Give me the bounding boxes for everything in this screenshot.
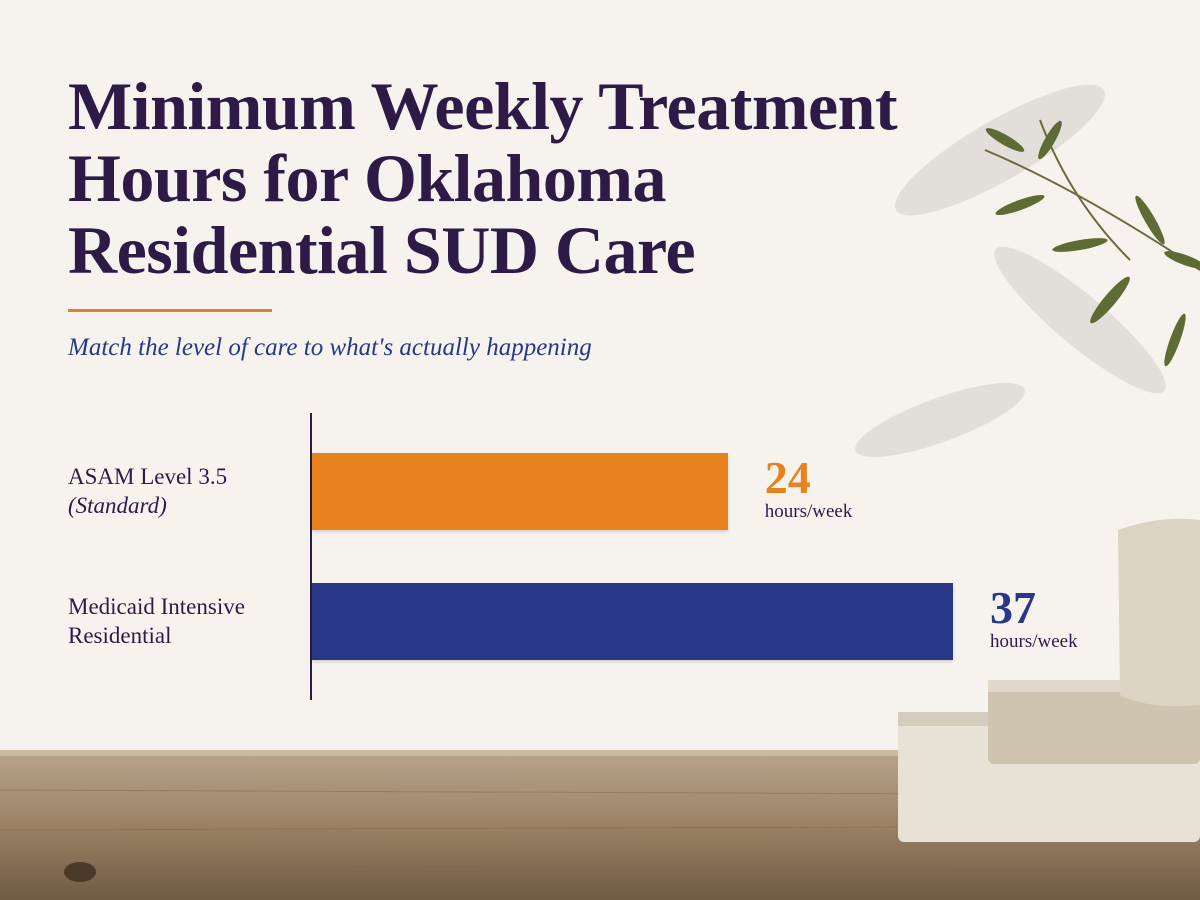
title-rule bbox=[68, 309, 272, 312]
value-number: 37 bbox=[990, 582, 1036, 633]
bar bbox=[312, 453, 728, 530]
value-number: 24 bbox=[764, 452, 811, 503]
category-axis bbox=[310, 413, 312, 700]
category-name: ASAM Level 3.5 bbox=[68, 463, 228, 489]
category-label: Medicaid Intensive Residential bbox=[68, 592, 308, 650]
value-unit: hours/week bbox=[990, 631, 1078, 652]
value-unit: hours/week bbox=[764, 501, 853, 522]
category-label: ASAM Level 3.5 (Standard) bbox=[68, 462, 308, 520]
category-note: (Standard) bbox=[68, 492, 167, 518]
bar bbox=[312, 583, 953, 660]
value-label: 37 hours/week bbox=[990, 585, 1078, 653]
category-name: Medicaid Intensive Residential bbox=[68, 593, 245, 648]
chart-subtitle: Match the level of care to what's actual… bbox=[68, 334, 592, 361]
value-label: 24 hours/week bbox=[765, 455, 853, 523]
chart-title: Minimum Weekly Treatment Hours for Oklah… bbox=[68, 68, 898, 288]
